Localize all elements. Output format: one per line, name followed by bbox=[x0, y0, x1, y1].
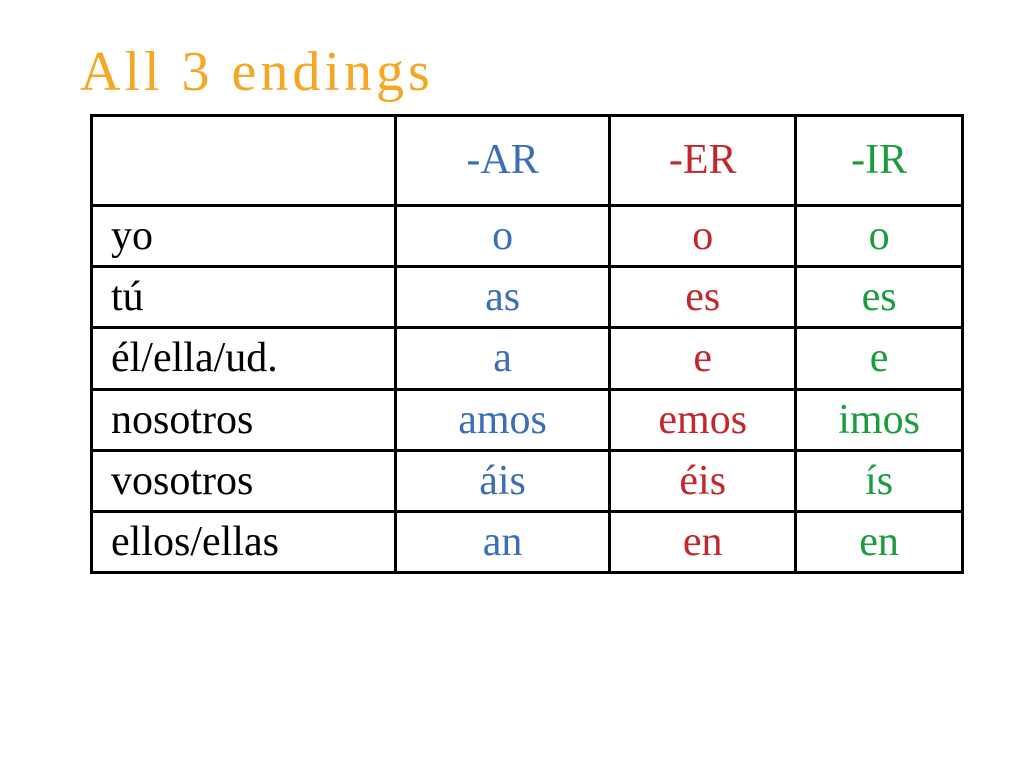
er-cell: éis bbox=[610, 450, 796, 511]
ar-cell: amos bbox=[395, 389, 609, 450]
ir-cell: o bbox=[796, 206, 963, 267]
ar-cell: as bbox=[395, 267, 609, 328]
ir-cell: en bbox=[796, 511, 963, 572]
page-title: All 3 endings bbox=[80, 40, 984, 104]
pronoun-cell: tú bbox=[92, 267, 396, 328]
header-er: -ER bbox=[610, 116, 796, 206]
er-cell: emos bbox=[610, 389, 796, 450]
pronoun-cell: nosotros bbox=[92, 389, 396, 450]
table-row: él/ella/ud. a e e bbox=[92, 328, 963, 389]
table-row: ellos/ellas an en en bbox=[92, 511, 963, 572]
table-row: nosotros amos emos imos bbox=[92, 389, 963, 450]
ir-cell: imos bbox=[796, 389, 963, 450]
pronoun-cell: ellos/ellas bbox=[92, 511, 396, 572]
pronoun-cell: yo bbox=[92, 206, 396, 267]
er-cell: e bbox=[610, 328, 796, 389]
table-row: vosotros áis éis ís bbox=[92, 450, 963, 511]
table-row: yo o o o bbox=[92, 206, 963, 267]
table-header-row: -AR -ER -IR bbox=[92, 116, 963, 206]
er-cell: en bbox=[610, 511, 796, 572]
er-cell: o bbox=[610, 206, 796, 267]
endings-table: -AR -ER -IR yo o o o tú as es es él/ella… bbox=[90, 114, 964, 574]
ar-cell: an bbox=[395, 511, 609, 572]
ar-cell: o bbox=[395, 206, 609, 267]
ir-cell: ís bbox=[796, 450, 963, 511]
ir-cell: es bbox=[796, 267, 963, 328]
ar-cell: áis bbox=[395, 450, 609, 511]
header-blank bbox=[92, 116, 396, 206]
header-ir: -IR bbox=[796, 116, 963, 206]
table-row: tú as es es bbox=[92, 267, 963, 328]
ar-cell: a bbox=[395, 328, 609, 389]
header-ar: -AR bbox=[395, 116, 609, 206]
pronoun-cell: él/ella/ud. bbox=[92, 328, 396, 389]
er-cell: es bbox=[610, 267, 796, 328]
ir-cell: e bbox=[796, 328, 963, 389]
pronoun-cell: vosotros bbox=[92, 450, 396, 511]
